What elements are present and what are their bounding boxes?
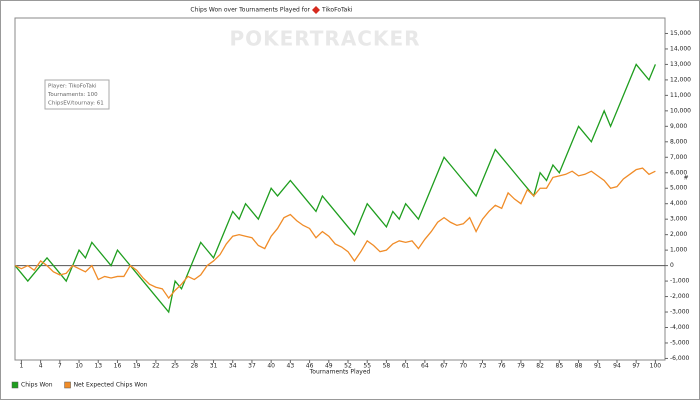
x-tick-label: 52 (344, 363, 352, 370)
y-axis-label: # (683, 175, 688, 182)
x-tick-label: 82 (536, 363, 544, 370)
x-tick-label: 7 (58, 363, 62, 370)
x-tick-label: 40 (267, 363, 275, 370)
plot-area (14, 17, 666, 361)
y-tick-label: -2,000 (670, 293, 690, 300)
y-tick-label: -6,000 (670, 355, 690, 362)
x-axis-label: Tournaments Played (309, 369, 371, 376)
y-tick-label: 12,000 (670, 76, 691, 83)
y-tick-label: 3,000 (670, 216, 687, 223)
y-tick-label: -4,000 (670, 324, 690, 331)
x-tick-label: 31 (210, 363, 218, 370)
x-tick-label: 1 (19, 363, 23, 370)
legend-label: Chips Won (21, 382, 53, 389)
y-tick-label: -1,000 (670, 278, 690, 285)
y-tick-label: -3,000 (670, 309, 690, 316)
legend-label: Net Expected Chips Won (74, 382, 148, 389)
y-tick-label: 4,000 (670, 200, 687, 207)
y-tick-label: 7,000 (670, 154, 687, 161)
y-tick-label: 13,000 (670, 61, 691, 68)
x-tick-label: 49 (325, 363, 333, 370)
series-line (14, 167, 656, 300)
x-tick-label: 46 (306, 363, 314, 370)
x-tick-label: 85 (556, 363, 564, 370)
y-tick-label: -5,000 (670, 339, 690, 346)
x-tick-label: 37 (248, 363, 256, 370)
x-tick-label: 76 (498, 363, 506, 370)
legend-swatch (11, 381, 19, 389)
x-tick-label: 25 (171, 363, 179, 370)
y-tick-label: 9,000 (670, 123, 687, 130)
y-tick-label: 8,000 (670, 138, 687, 145)
x-tick-label: 19 (133, 363, 141, 370)
x-tick-label: 88 (575, 363, 583, 370)
legend-swatch (64, 381, 71, 389)
x-tick-label: 79 (517, 363, 525, 370)
info-line: Player: TikoFoTaki (48, 84, 97, 90)
chart-title-player: TikoFoTaki (321, 7, 353, 14)
x-tick-label: 58 (383, 363, 391, 370)
y-tick-label: 6,000 (670, 169, 687, 176)
x-tick-label: 16 (114, 363, 122, 370)
y-tick-label: 2,000 (670, 231, 687, 238)
x-tick-label: 67 (440, 363, 448, 370)
x-tick-label: 10 (75, 363, 83, 370)
x-tick-label: 28 (190, 363, 198, 370)
y-tick-label: 1,000 (670, 247, 687, 254)
y-tick-label: 10,000 (670, 107, 691, 114)
x-tick-label: 97 (632, 363, 640, 370)
x-tick-label: 43 (287, 363, 295, 370)
info-line: Tournaments: 100 (47, 92, 98, 98)
y-tick-label: 5,000 (670, 185, 687, 192)
x-tick-label: 70 (459, 363, 467, 370)
player-icon (312, 6, 320, 14)
x-tick-label: 55 (363, 363, 371, 370)
y-tick-label: 0 (670, 262, 674, 269)
chart-title: Chips Won over Tournaments Played for (190, 7, 310, 14)
info-box (44, 79, 110, 110)
x-tick-label: 73 (479, 363, 487, 370)
x-tick-label: 64 (421, 363, 429, 370)
series-line (14, 63, 656, 314)
info-line: ChipsEV/tournay: 61 (48, 101, 104, 107)
y-tick-label: 11,000 (670, 92, 691, 99)
x-tick-label: 100 (650, 363, 662, 370)
y-tick-label: 14,000 (670, 45, 691, 52)
x-tick-label: 94 (613, 363, 621, 370)
x-tick-label: 4 (39, 363, 43, 370)
watermark: POKERTRACKER (229, 27, 420, 51)
x-tick-label: 61 (402, 363, 410, 370)
y-tick-label: 15,000 (670, 30, 691, 37)
x-tick-label: 22 (152, 363, 160, 370)
x-tick-label: 13 (94, 363, 102, 370)
x-tick-label: 91 (594, 363, 602, 370)
x-tick-label: 34 (229, 363, 237, 370)
